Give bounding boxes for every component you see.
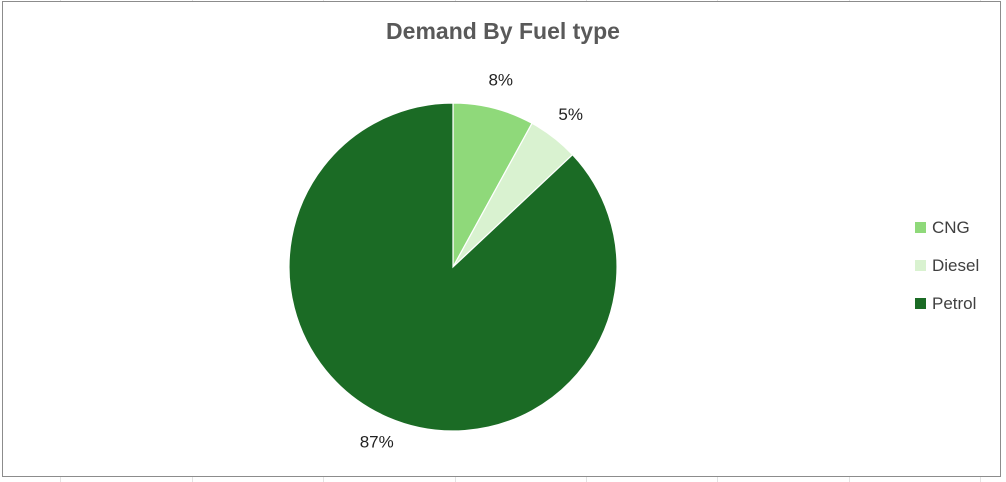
data-label-petrol: 87% <box>360 433 394 452</box>
legend-item-petrol: Petrol <box>915 294 979 313</box>
legend-swatch-cng <box>915 222 926 233</box>
legend-swatch-diesel <box>915 260 926 271</box>
chart-legend: CNG Diesel Petrol <box>915 218 979 332</box>
legend-item-diesel: Diesel <box>915 256 979 275</box>
data-label-diesel: 5% <box>558 105 583 124</box>
legend-item-cng: CNG <box>915 218 979 237</box>
pie-slice-petrol[interactable] <box>288 102 618 432</box>
legend-label-diesel: Diesel <box>932 255 980 275</box>
data-label-cng: 8% <box>488 71 513 90</box>
chart-title: Demand By Fuel type <box>386 18 620 44</box>
legend-label-cng: CNG <box>932 217 970 237</box>
legend-swatch-petrol <box>915 298 926 309</box>
legend-label-petrol: Petrol <box>932 293 977 313</box>
